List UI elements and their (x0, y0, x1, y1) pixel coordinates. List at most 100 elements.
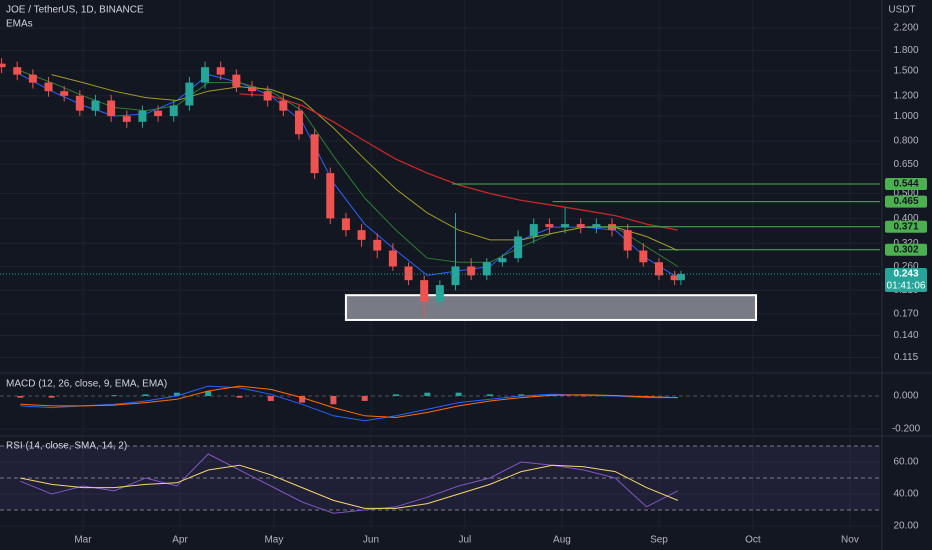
y-tick-label: 0.170 (893, 309, 918, 320)
y-tick-label: 0.260 (893, 261, 918, 272)
x-tick-label: Sep (650, 535, 668, 546)
x-tick-label: Jul (458, 535, 471, 546)
histogram-bar (330, 395, 337, 405)
candle-body (467, 266, 476, 276)
candle-body (60, 91, 69, 96)
candle-body (248, 86, 257, 92)
candle-body (373, 239, 382, 251)
x-tick-label: Jun (363, 535, 379, 546)
y-tick-label: 0.800 (893, 136, 918, 147)
histogram-bar (48, 395, 55, 398)
candle-body (75, 95, 84, 111)
macd-line (20, 385, 678, 419)
histogram-bar (111, 395, 118, 396)
zone (344, 294, 758, 321)
level-label: 0.371 (893, 221, 918, 232)
candle-body (326, 173, 335, 219)
candle-body (28, 74, 37, 83)
candle-body (639, 250, 648, 263)
level-label: 0.544 (893, 179, 918, 190)
y-tick-label: -0.200 (892, 424, 921, 435)
candle-body (13, 67, 22, 75)
histogram-bar (267, 395, 274, 401)
candle-body (310, 134, 319, 174)
level-tag (885, 220, 927, 233)
chart-subtitle: EMAs (6, 19, 33, 30)
candle-body (0, 63, 6, 68)
histogram-bar (299, 395, 306, 403)
histogram-bar (173, 392, 180, 396)
candle-body (185, 82, 194, 106)
countdown: 01:41:06 (887, 281, 926, 292)
macd-title: MACD (12, 26, close, 9, EMA, EMA) (6, 379, 167, 390)
x-tick-label: Nov (841, 535, 859, 546)
histogram-bar (455, 392, 462, 396)
y-tick-label: 0.320 (893, 238, 918, 249)
y-tick-label: 0.140 (893, 330, 918, 341)
candle-body (676, 274, 685, 281)
x-tick-label: Aug (553, 535, 571, 546)
level-tag (885, 178, 927, 191)
candle-body (482, 262, 491, 276)
candle-body (169, 105, 178, 117)
histogram-bar (142, 394, 149, 396)
histogram-bar (486, 394, 493, 396)
candle-body (216, 67, 225, 75)
candle-body (623, 230, 632, 251)
y-tick-label: 0.500 (893, 188, 918, 199)
axis-label: USDT (888, 5, 915, 16)
y-tick-label: 0.000 (893, 391, 918, 402)
candle-body (435, 285, 444, 302)
candle-body (451, 266, 460, 286)
level-label: 0.465 (893, 196, 918, 207)
y-tick-label: 0.115 (894, 352, 919, 363)
candle-body (576, 224, 585, 228)
candle-body (420, 280, 429, 302)
y-tick-label: 40.00 (893, 489, 918, 500)
x-tick-label: May (264, 535, 283, 546)
rsi-title: RSI (14, close, SMA, 14, 2) (6, 441, 127, 452)
rsi-line (20, 453, 679, 514)
rsi-line (20, 464, 678, 509)
y-tick-label: 0.650 (893, 159, 918, 170)
candle-body (592, 224, 601, 228)
chart-title: JOE / TetherUS, 1D, BINANCE (6, 5, 144, 16)
ema-line (51, 74, 679, 251)
level-label: 0.302 (893, 244, 918, 255)
rsi-band (0, 446, 880, 510)
candle-body (498, 258, 507, 263)
ema-line (20, 74, 679, 279)
candle-body (44, 82, 53, 92)
y-tick-label: 1.000 (893, 111, 918, 122)
candle-body (654, 262, 663, 276)
candle-body (545, 224, 554, 228)
x-tick-label: Apr (172, 535, 188, 546)
histogram-bar (518, 394, 525, 396)
candle-body (91, 100, 100, 111)
histogram-bar (361, 395, 368, 401)
last-price-tag (885, 268, 927, 293)
ema-line (239, 93, 678, 231)
histogram-bar (236, 395, 243, 398)
candle-body (232, 74, 241, 87)
candle-body (279, 100, 288, 111)
candle-body (404, 266, 413, 281)
y-tick-label: 20.00 (893, 521, 918, 532)
candle-body (263, 91, 272, 101)
candle-body (357, 230, 366, 240)
candle-body (670, 275, 679, 281)
last-price-label: 0.243 (893, 269, 918, 280)
y-tick-label: 60.00 (893, 457, 918, 468)
y-tick-label: 2.200 (893, 23, 918, 34)
y-tick-label: 1.200 (893, 90, 918, 101)
candle-body (341, 218, 350, 231)
y-tick-label: 0.400 (893, 213, 918, 224)
x-tick-label: Oct (745, 535, 761, 546)
x-tick-label: Mar (74, 535, 92, 546)
histogram-bar (393, 394, 400, 396)
candle-body (138, 110, 147, 122)
y-tick-label: 1.500 (893, 65, 918, 76)
